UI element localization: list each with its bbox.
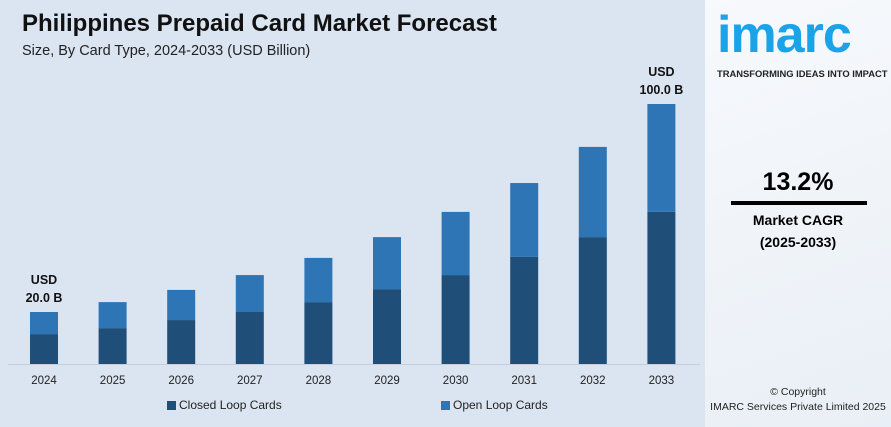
legend-swatch — [167, 400, 176, 410]
x-tick-label: 2024 — [31, 375, 57, 387]
bar-open-loop-2026 — [167, 289, 196, 321]
divider — [731, 201, 867, 205]
data-label-unit: USD — [648, 65, 674, 79]
side-panel: imarc TRANSFORMING IDEAS INTO IMPACT 13.… — [705, 0, 891, 427]
bar-closed-loop-2032 — [578, 237, 607, 364]
cagr-label: Market CAGR — [752, 212, 844, 228]
x-tick-label: 2027 — [237, 375, 263, 387]
bar-closed-loop-2028 — [304, 302, 333, 364]
chart-subtitle: Size, By Card Type, 2024-2033 (USD Billi… — [22, 43, 311, 59]
copyright-owner: IMARC Services Private Limited 2025 — [710, 401, 886, 413]
legend-item-closed: Closed Loop Cards — [167, 398, 282, 412]
legend-swatch — [441, 400, 450, 410]
bar-closed-loop-2030 — [441, 275, 470, 364]
x-tick-label: 2031 — [511, 375, 537, 387]
bar-closed-loop-2025 — [98, 328, 127, 364]
bar-closed-loop-2024 — [30, 334, 58, 364]
bar-open-loop-2029 — [373, 237, 401, 290]
legend-item-open: Open Loop Cards — [441, 398, 548, 412]
bar-open-loop-2032 — [578, 146, 607, 238]
x-tick-label: 2029 — [374, 375, 400, 387]
x-tick-label: 2026 — [168, 375, 194, 387]
bar-open-loop-2027 — [235, 275, 264, 312]
data-label-unit: USD — [31, 273, 57, 287]
bar-open-loop-2030 — [441, 211, 470, 276]
x-tick-label: 2028 — [306, 375, 332, 387]
bar-open-loop-2033 — [647, 104, 676, 212]
imarc-logo: imarc — [717, 6, 852, 64]
logo-tagline: TRANSFORMING IDEAS INTO IMPACT — [717, 68, 888, 79]
bar-closed-loop-2029 — [373, 289, 401, 364]
bar-open-loop-2025 — [98, 302, 127, 329]
x-tick-label: 2025 — [100, 375, 126, 387]
chart-title: Philippines Prepaid Card Market Forecast — [22, 10, 497, 37]
bar-chart: 2024 2025 2026 2027 2028 2029 2030 2031 2032 2033… — [8, 65, 700, 387]
cagr-value: 13.2% — [762, 168, 834, 196]
x-tick-label: 2032 — [580, 375, 606, 387]
x-tick-label: 2033 — [649, 375, 675, 387]
bar-closed-loop-2026 — [167, 320, 196, 364]
data-label-value: 100.0 B — [640, 83, 684, 97]
bar-closed-loop-2031 — [510, 256, 539, 364]
cagr-period: (2025-2033) — [759, 234, 837, 250]
legend-label: Open Loop Cards — [453, 398, 548, 412]
legend-label: Closed Loop Cards — [179, 398, 282, 412]
bar-closed-loop-2033 — [647, 211, 676, 364]
bar-closed-loop-2027 — [235, 312, 264, 364]
bar-open-loop-2028 — [304, 257, 333, 303]
data-label-value: 20.0 B — [26, 291, 63, 305]
copyright-line: © Copyright — [770, 386, 826, 398]
x-tick-label: 2030 — [443, 375, 469, 387]
bar-open-loop-2031 — [510, 183, 539, 257]
bar-open-loop-2024 — [30, 312, 58, 335]
